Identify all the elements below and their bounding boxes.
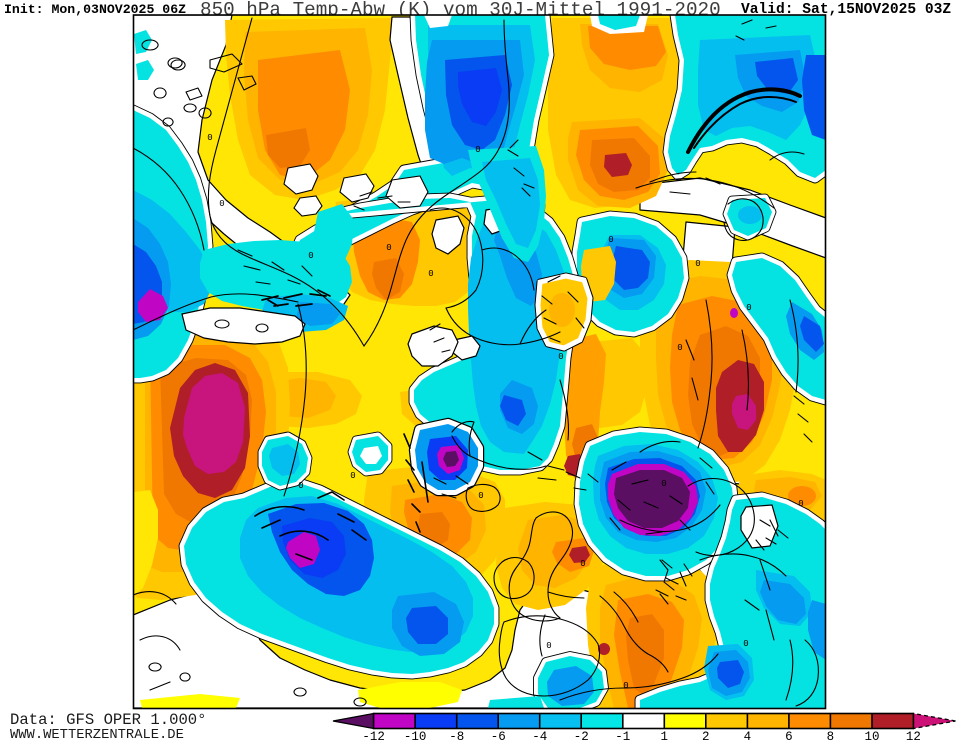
svg-text:-6: -6 xyxy=(491,730,506,741)
svg-text:0: 0 xyxy=(475,145,480,155)
svg-text:-2: -2 xyxy=(574,730,589,741)
svg-text:-10: -10 xyxy=(404,730,427,741)
svg-text:2: 2 xyxy=(702,730,710,741)
svg-text:0: 0 xyxy=(308,251,313,261)
svg-text:0: 0 xyxy=(350,471,355,481)
svg-text:0: 0 xyxy=(478,491,483,501)
svg-text:-8: -8 xyxy=(449,730,464,741)
svg-text:0: 0 xyxy=(743,639,748,649)
svg-text:10: 10 xyxy=(864,730,879,741)
svg-text:12: 12 xyxy=(906,730,921,741)
svg-text:WWW.WETTERZENTRALE.DE: WWW.WETTERZENTRALE.DE xyxy=(10,728,184,741)
svg-text:0: 0 xyxy=(746,303,751,313)
svg-text:0: 0 xyxy=(207,133,212,143)
svg-text:0: 0 xyxy=(695,259,700,269)
svg-text:-4: -4 xyxy=(532,730,547,741)
svg-text:0: 0 xyxy=(623,681,628,691)
svg-text:0: 0 xyxy=(558,352,563,362)
svg-text:Init: Mon,03NOV2025 06Z: Init: Mon,03NOV2025 06Z xyxy=(4,2,186,17)
svg-text:-12: -12 xyxy=(362,730,385,741)
svg-text:1: 1 xyxy=(661,730,669,741)
svg-text:0: 0 xyxy=(428,269,433,279)
svg-text:6: 6 xyxy=(785,730,793,741)
svg-text:Data: GFS OPER 1.000°: Data: GFS OPER 1.000° xyxy=(10,711,207,729)
svg-text:0: 0 xyxy=(608,235,613,245)
svg-text:4: 4 xyxy=(744,730,752,741)
svg-text:8: 8 xyxy=(827,730,835,741)
svg-text:0: 0 xyxy=(298,481,303,491)
svg-text:0: 0 xyxy=(661,479,666,489)
svg-text:0: 0 xyxy=(386,243,391,253)
svg-text:-1: -1 xyxy=(615,730,630,741)
svg-text:0: 0 xyxy=(546,641,551,651)
svg-text:0: 0 xyxy=(677,343,682,353)
svg-text:0: 0 xyxy=(219,199,224,209)
svg-text:0: 0 xyxy=(580,559,585,569)
svg-text:0: 0 xyxy=(798,499,803,509)
svg-text:Valid: Sat,15NOV2025 03Z: Valid: Sat,15NOV2025 03Z xyxy=(741,2,951,18)
